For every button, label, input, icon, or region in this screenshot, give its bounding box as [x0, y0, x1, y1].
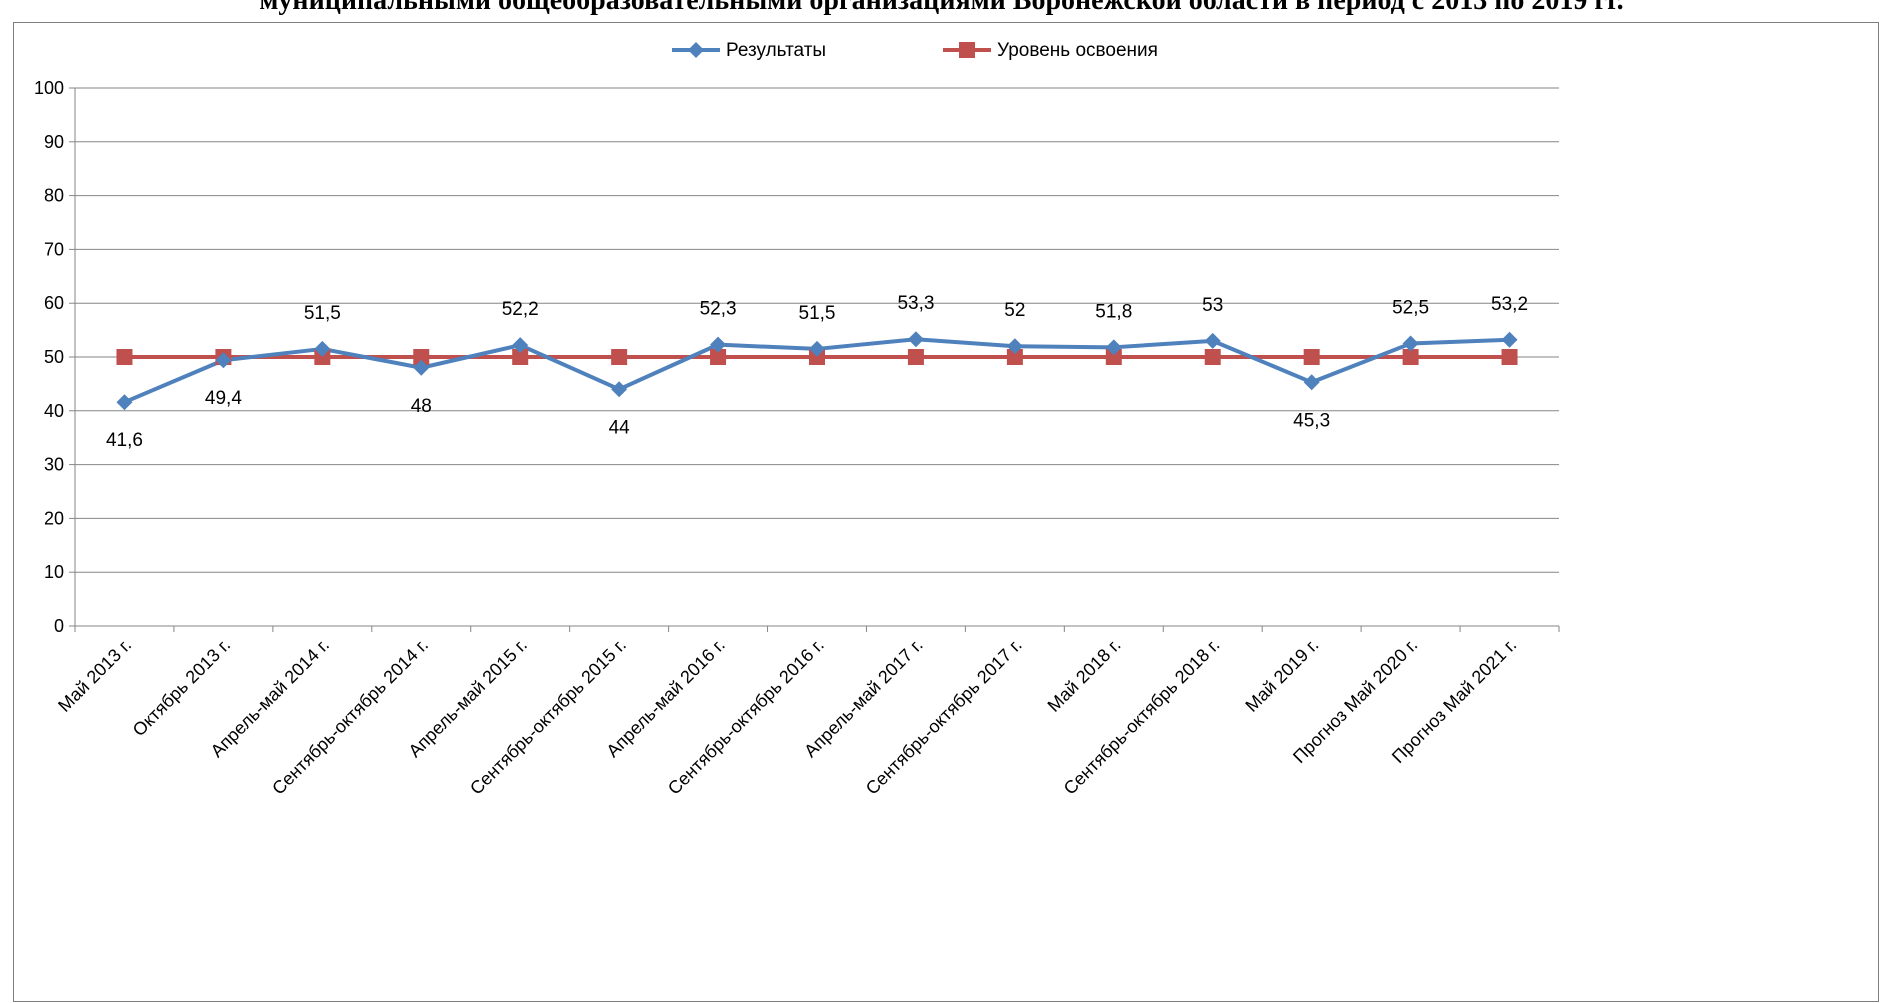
- marker-results: [116, 394, 133, 411]
- legend-marker-mastery: [959, 42, 975, 58]
- x-tick-label: Сентябрь-октябрь 2016 г.: [664, 635, 828, 799]
- data-label: 49,4: [205, 388, 242, 409]
- data-label: 48: [411, 396, 432, 417]
- marker-results: [314, 340, 331, 357]
- data-label: 53: [1202, 295, 1223, 316]
- page-title: муниципальными общеобразовательными орга…: [259, 0, 1624, 16]
- chart-frame: 0 10 20 30 40 50 60 70 80 90 100 Май 2013 г. Октябрь…: [13, 22, 1879, 1002]
- marker-results: [611, 381, 628, 398]
- marker-results: [1402, 335, 1419, 352]
- marker-results: [1501, 331, 1518, 348]
- marker-results: [1006, 338, 1023, 355]
- marker-mastery: [314, 349, 331, 365]
- line-chart: 0 10 20 30 40 50 60 70 80 90 100 Май 2013 г.Октябрь…: [34, 40, 1560, 799]
- marker-results: [512, 337, 529, 354]
- marker-mastery: [809, 349, 825, 365]
- marker-results: [710, 336, 727, 353]
- legend-label: Результаты: [726, 40, 826, 61]
- data-label: 51,8: [1095, 301, 1132, 322]
- x-tick-label: Сентябрь-октябрь 2014 г.: [268, 635, 432, 799]
- marker-results: [1105, 339, 1122, 356]
- y-tick-label: 100: [34, 78, 64, 98]
- marker-mastery: [907, 349, 924, 365]
- x-tick-label: Сентябрь-октябрь 2015 г.: [466, 635, 630, 799]
- marker-mastery: [611, 349, 628, 365]
- data-label: 53,3: [897, 293, 934, 314]
- data-label: 51,5: [304, 303, 341, 324]
- legend-label: Уровень освоения: [997, 40, 1158, 61]
- x-tick-label: Май 2013 г.: [54, 635, 135, 716]
- x-tick-label: Май 2019 г.: [1241, 635, 1322, 716]
- marker-results: [413, 359, 430, 376]
- x-tick-label: Сентябрь-октябрь 2018 г.: [1060, 635, 1224, 799]
- marker-mastery: [413, 349, 430, 365]
- y-tick-label: 30: [44, 455, 64, 475]
- y-tick-label: 40: [44, 401, 64, 421]
- data-label: 52,3: [700, 299, 737, 320]
- y-tick-label: 90: [44, 132, 64, 152]
- marker-results: [1204, 332, 1221, 349]
- marker-mastery: [1402, 349, 1419, 365]
- marker-mastery: [1501, 349, 1518, 365]
- y-tick-label: 60: [44, 293, 64, 313]
- data-label: 53,2: [1491, 294, 1528, 315]
- data-label: 52,2: [502, 299, 539, 320]
- legend-marker-results: [688, 42, 704, 58]
- data-label: 45,3: [1293, 410, 1330, 431]
- data-label: 44: [609, 417, 631, 438]
- marker-mastery: [1006, 349, 1023, 365]
- data-label: 52,5: [1392, 298, 1429, 319]
- marker-results: [1303, 374, 1320, 391]
- marker-results: [907, 331, 924, 348]
- marker-mastery: [1105, 349, 1122, 365]
- y-tick-label: 0: [54, 616, 64, 636]
- marker-mastery: [710, 349, 727, 365]
- y-tick-label: 80: [44, 186, 64, 206]
- y-tick-label: 70: [44, 239, 64, 259]
- x-tick-label: Сентябрь-октябрь 2017 г.: [862, 635, 1026, 799]
- x-tick-label: Май 2018 г.: [1044, 635, 1125, 716]
- data-label: 51,5: [799, 303, 836, 324]
- y-tick-label: 20: [44, 508, 64, 528]
- data-label: 52: [1004, 300, 1025, 321]
- x-tick-label: Октябрь 2013 г.: [129, 635, 234, 740]
- marker-mastery: [512, 349, 529, 365]
- marker-mastery: [116, 349, 133, 365]
- y-tick-label: 50: [44, 347, 64, 367]
- marker-mastery: [1204, 349, 1221, 365]
- data-label: 41,6: [106, 430, 143, 451]
- marker-results: [809, 340, 825, 357]
- marker-mastery: [1303, 349, 1320, 365]
- y-tick-label: 10: [44, 562, 64, 582]
- marker-results: [215, 352, 232, 369]
